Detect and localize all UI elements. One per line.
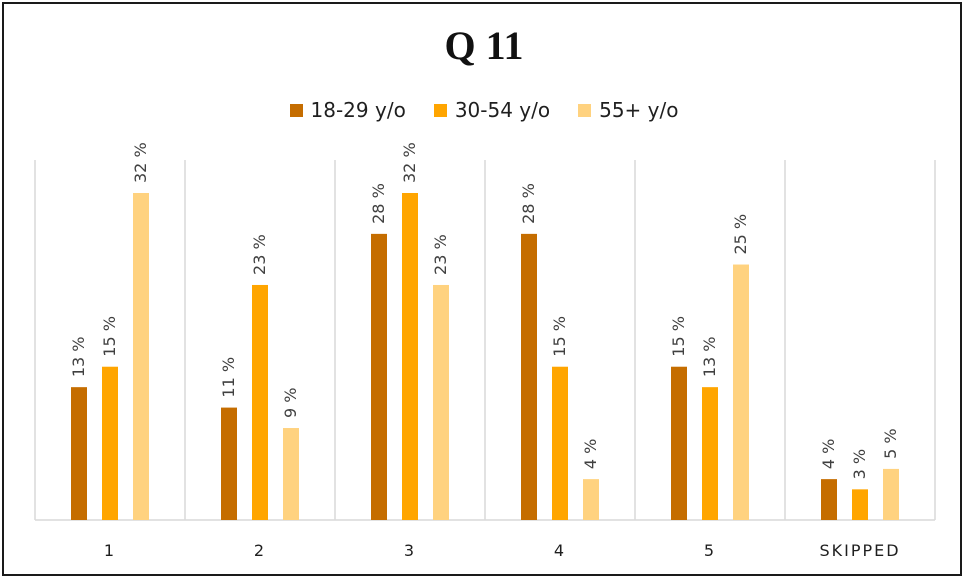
category-label: 1 xyxy=(104,541,116,560)
legend-item-18-29: 18-29 y/o xyxy=(289,98,406,122)
bar-18-29-y-o-skipped xyxy=(821,479,837,520)
legend-swatch-55-plus xyxy=(578,103,592,117)
bar-18-29-y-o-5 xyxy=(671,366,687,520)
legend-label-18-29: 18-29 y/o xyxy=(310,98,406,122)
data-label: 28 % xyxy=(369,183,388,224)
data-label: 23 % xyxy=(250,234,269,275)
legend-item-30-54: 30-54 y/o xyxy=(433,98,551,122)
legend-swatch-18-29 xyxy=(289,103,303,117)
data-label: 4 % xyxy=(581,439,600,469)
legend-item-55-plus: 55+ y/o xyxy=(578,98,678,122)
data-label: 3 % xyxy=(850,449,869,479)
bar-55-y-o-4 xyxy=(583,479,599,520)
bar-30-54-y-o-5 xyxy=(702,387,718,520)
bar-18-29-y-o-3 xyxy=(371,233,387,520)
legend-label-30-54: 30-54 y/o xyxy=(454,98,551,122)
chart-frame xyxy=(2,2,962,576)
bar-18-29-y-o-4 xyxy=(521,233,537,520)
bar-55-y-o-5 xyxy=(733,264,749,520)
data-label: 15 % xyxy=(550,316,569,357)
data-label: 5 % xyxy=(881,428,900,458)
bar-55-y-o-3 xyxy=(433,284,449,520)
data-label: 32 % xyxy=(400,142,419,183)
data-label: 9 % xyxy=(281,388,300,418)
data-label: 15 % xyxy=(669,316,688,357)
bar-18-29-y-o-2 xyxy=(221,407,237,520)
data-label: 23 % xyxy=(431,234,450,275)
bar-30-54-y-o-2 xyxy=(252,284,268,520)
data-label: 13 % xyxy=(69,337,88,378)
data-label: 13 % xyxy=(700,337,719,378)
data-label: 15 % xyxy=(100,316,119,357)
category-label: 3 xyxy=(404,541,416,560)
legend-swatch-30-54 xyxy=(433,103,447,117)
category-label: SKIPPED xyxy=(819,541,900,560)
bar-18-29-y-o-1 xyxy=(71,387,87,520)
category-label: 5 xyxy=(704,541,716,560)
chart-title: Q 11 xyxy=(444,23,524,68)
bar-30-54-y-o-1 xyxy=(102,366,118,520)
bar-55-y-o-2 xyxy=(283,428,299,520)
data-label: 11 % xyxy=(219,357,238,398)
data-label: 25 % xyxy=(731,214,750,255)
data-label: 4 % xyxy=(819,439,838,469)
bar-30-54-y-o-4 xyxy=(552,366,568,520)
bar-30-54-y-o-skipped xyxy=(852,489,868,520)
bar-55-y-o-skipped xyxy=(883,468,899,520)
legend-label-55-plus: 55+ y/o xyxy=(599,98,679,122)
chart-legend: 18-29 y/o 30-54 y/o 55+ y/o xyxy=(0,98,968,122)
bar-55-y-o-1 xyxy=(133,193,149,520)
data-label: 32 % xyxy=(131,142,150,183)
category-label: 2 xyxy=(254,541,266,560)
bar-30-54-y-o-3 xyxy=(402,193,418,520)
data-label: 28 % xyxy=(519,183,538,224)
category-label: 4 xyxy=(554,541,566,560)
